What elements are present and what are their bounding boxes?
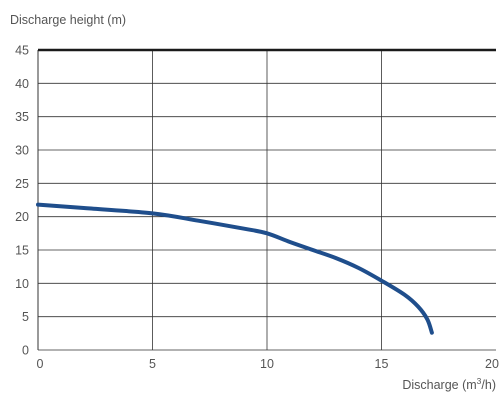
x-tick-label-15: 15 — [375, 357, 389, 371]
y-tick-label-20: 20 — [15, 210, 29, 224]
y-tick-labels: 0 5 10 15 20 25 30 35 40 45 — [15, 44, 29, 358]
y-tick-label-35: 35 — [15, 110, 29, 124]
y-tick-label-40: 40 — [15, 77, 29, 91]
y-tick-label-25: 25 — [15, 177, 29, 191]
x-tick-label-5: 5 — [149, 357, 156, 371]
y-axis-label: Discharge height (m) — [10, 13, 126, 27]
x-axis-label-superscript: 3 — [477, 376, 482, 386]
y-tick-label-5: 5 — [22, 310, 29, 324]
y-tick-label-15: 15 — [15, 244, 29, 258]
x-axis-label-suffix: /h) — [481, 378, 496, 392]
y-tick-label-0: 0 — [22, 344, 29, 358]
series-layer — [36, 202, 434, 335]
y-tick-label-45: 45 — [15, 44, 29, 58]
x-tick-labels: 0 5 10 15 20 — [37, 357, 499, 371]
x-tick-label-20: 20 — [485, 357, 499, 371]
x-axis-label-prefix: Discharge (m — [402, 378, 476, 392]
y-tick-label-30: 30 — [15, 144, 29, 158]
x-tick-label-10: 10 — [260, 357, 274, 371]
grid-lines — [37, 50, 496, 351]
y-tick-label-10: 10 — [15, 277, 29, 291]
x-axis-label: Discharge (m3/h) — [402, 376, 496, 392]
x-tick-label-0: 0 — [37, 357, 44, 371]
series-line-0 — [36, 202, 434, 335]
